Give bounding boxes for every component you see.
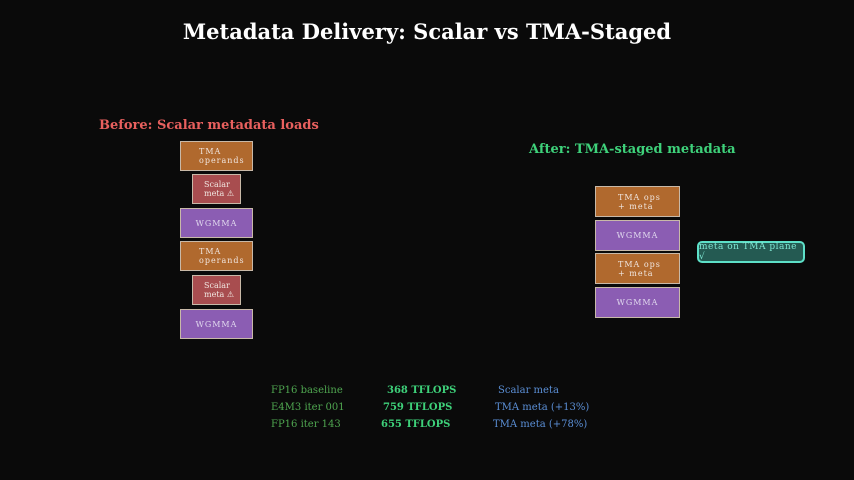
diagram-title: Metadata Delivery: Scalar vs TMA-Staged (182, 19, 672, 44)
stat-config: FP16 baseline (271, 385, 343, 396)
block-label: operands (199, 156, 245, 165)
block-label: TMA (199, 147, 222, 156)
stat-note: Scalar meta (498, 385, 559, 396)
wgmma-block: WGMMA (180, 309, 253, 339)
wgmma-block: WGMMA (595, 287, 680, 318)
before-heading: Before: Scalar metadata loads (99, 118, 319, 133)
wgmma-block: WGMMA (180, 208, 253, 238)
block-label: WGMMA (616, 298, 659, 307)
block-label: TMA (199, 247, 222, 256)
block-label: WGMMA (195, 319, 238, 329)
stat-perf: 655 TFLOPS (381, 419, 451, 430)
block-label: + meta (618, 201, 654, 211)
tma-ops-meta-block: TMA ops + meta (595, 253, 680, 284)
block-label: Scalar (204, 180, 230, 189)
block-label: + meta (618, 268, 654, 278)
stat-note: TMA meta (+78%) (493, 419, 588, 430)
tma-ops-meta-block: TMA ops + meta (595, 186, 680, 217)
block-label: TMA ops (618, 259, 661, 269)
stat-note: TMA meta (+13%) (495, 402, 590, 413)
scalar-meta-block: Scalar meta ⚠ (192, 174, 241, 204)
block-label: WGMMA (616, 231, 659, 240)
block-label: meta ⚠ (204, 290, 235, 299)
stat-perf: 368 TFLOPS (387, 385, 457, 396)
stat-config: E4M3 iter 001 (271, 402, 345, 413)
block-label: operands (199, 256, 245, 265)
wgmma-block: WGMMA (595, 220, 680, 251)
after-heading: After: TMA-staged metadata (529, 142, 736, 157)
meta-on-tma-badge: meta on TMA plane √ (697, 241, 805, 263)
stat-perf: 759 TFLOPS (383, 402, 453, 413)
block-label: WGMMA (195, 218, 238, 228)
block-label: TMA ops (618, 192, 661, 202)
tma-operands-block: TMA operands (180, 241, 253, 271)
stat-config: FP16 iter 143 (271, 419, 341, 430)
tma-operands-block: TMA operands (180, 141, 253, 171)
block-label: Scalar (204, 281, 230, 290)
block-label: meta ⚠ (204, 189, 235, 198)
scalar-meta-block: Scalar meta ⚠ (192, 275, 241, 305)
